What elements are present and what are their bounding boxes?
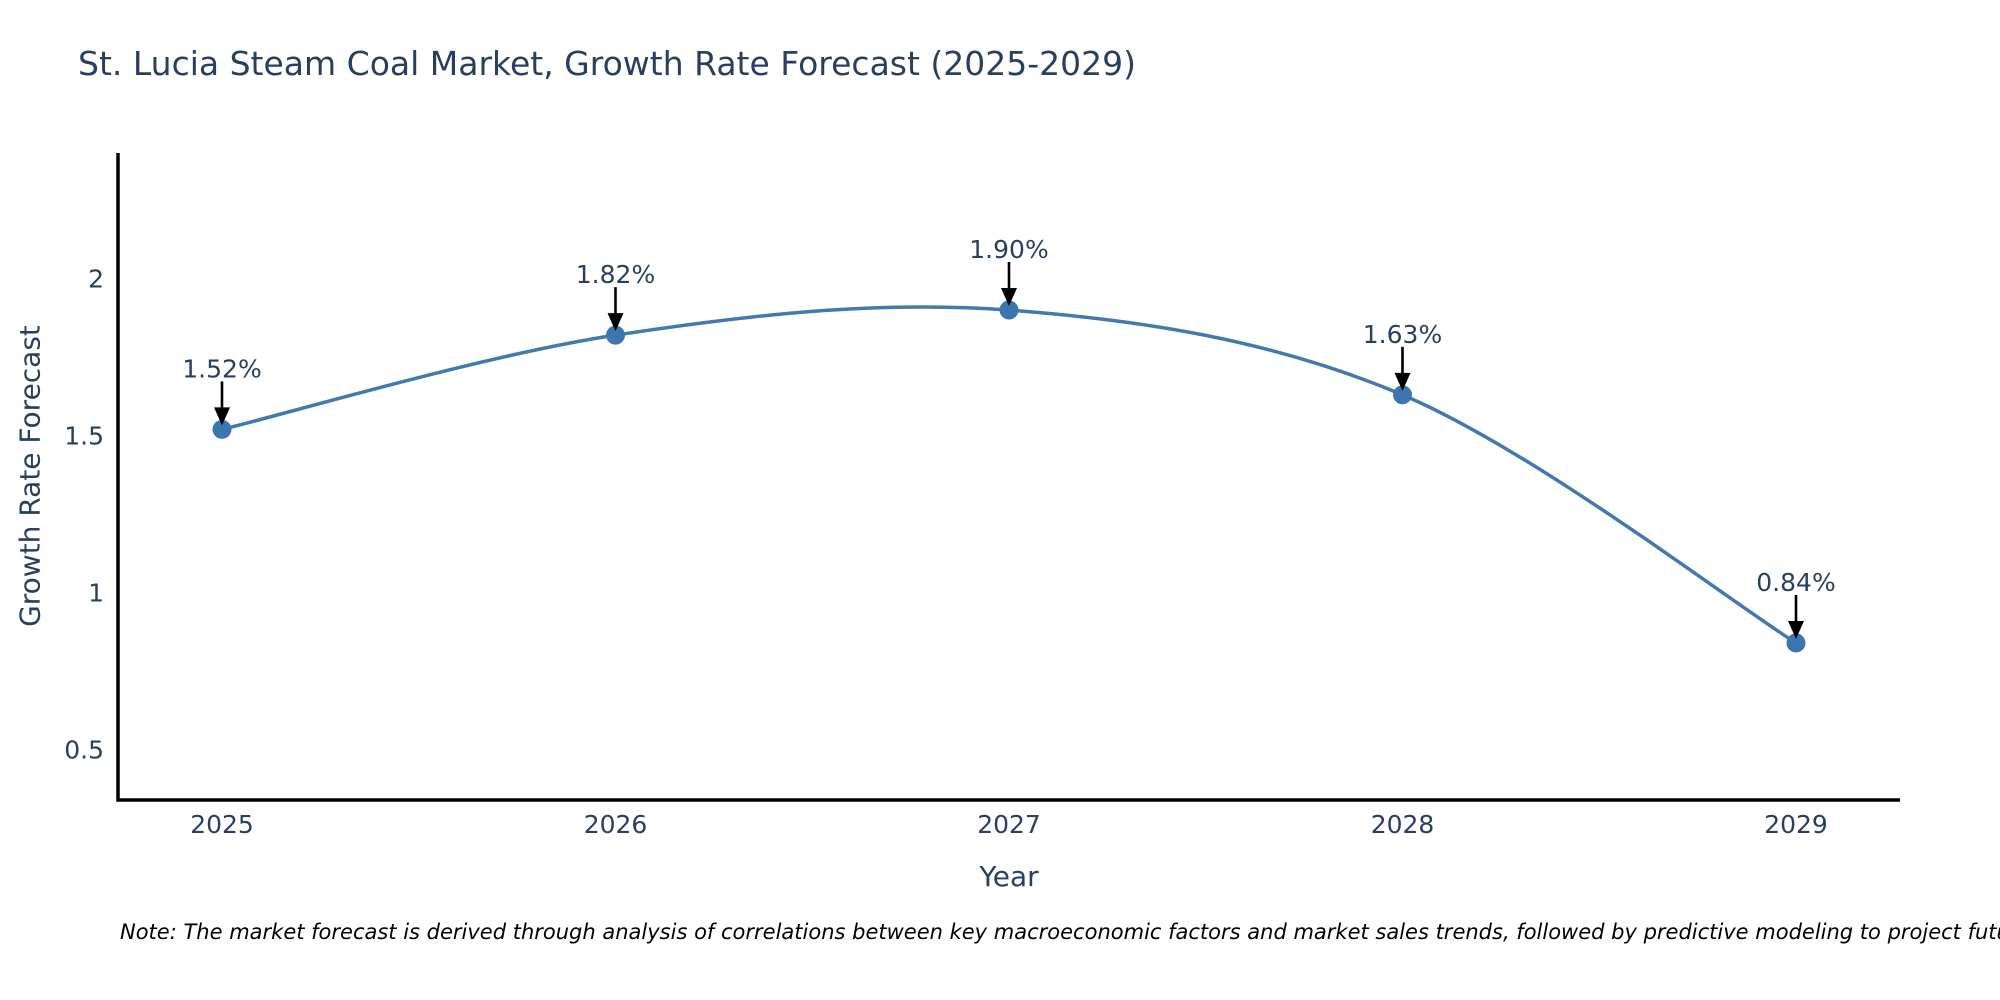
annotation-label: 1.90% [969, 235, 1048, 264]
y-tick-label: 1 [88, 578, 104, 607]
annotation-arrow-head [1394, 372, 1411, 391]
axis-lines [116, 153, 1900, 802]
x-tick-label: 2026 [584, 810, 648, 839]
x-tick-label: 2029 [1764, 810, 1828, 839]
x-tick-label: 2025 [190, 810, 254, 839]
annotation-arrow-head [607, 313, 624, 332]
footnote: Note: The market forecast is derived thr… [120, 920, 2000, 944]
annotation-label: 1.82% [576, 260, 655, 289]
annotation-arrow-head [1788, 620, 1804, 639]
chart-title: St. Lucia Steam Coal Market, Growth Rate… [78, 44, 1137, 83]
data-point-marker [606, 325, 625, 345]
annotation-label: 0.84% [1756, 568, 1835, 597]
x-axis-title: Year [979, 860, 1039, 893]
data-point-marker [1786, 633, 1806, 653]
y-tick-label: 1.5 [64, 421, 104, 450]
annotation-label: 1.52% [182, 354, 261, 383]
y-tick-label: 2 [88, 264, 104, 293]
data-point-marker [999, 300, 1019, 320]
annotation-arrow-head [214, 407, 230, 426]
y-axis-title: Growth Rate Forecast [13, 325, 47, 627]
data-point-marker [1393, 385, 1412, 405]
y-tick-label: 0.5 [64, 735, 104, 764]
annotation-label: 1.63% [1363, 320, 1442, 349]
x-tick-label: 2028 [1371, 810, 1435, 839]
data-point-marker [212, 419, 232, 439]
trend-line [221, 305, 1797, 645]
x-tick-label: 2027 [977, 810, 1041, 839]
annotation-arrow-head [1001, 288, 1017, 307]
